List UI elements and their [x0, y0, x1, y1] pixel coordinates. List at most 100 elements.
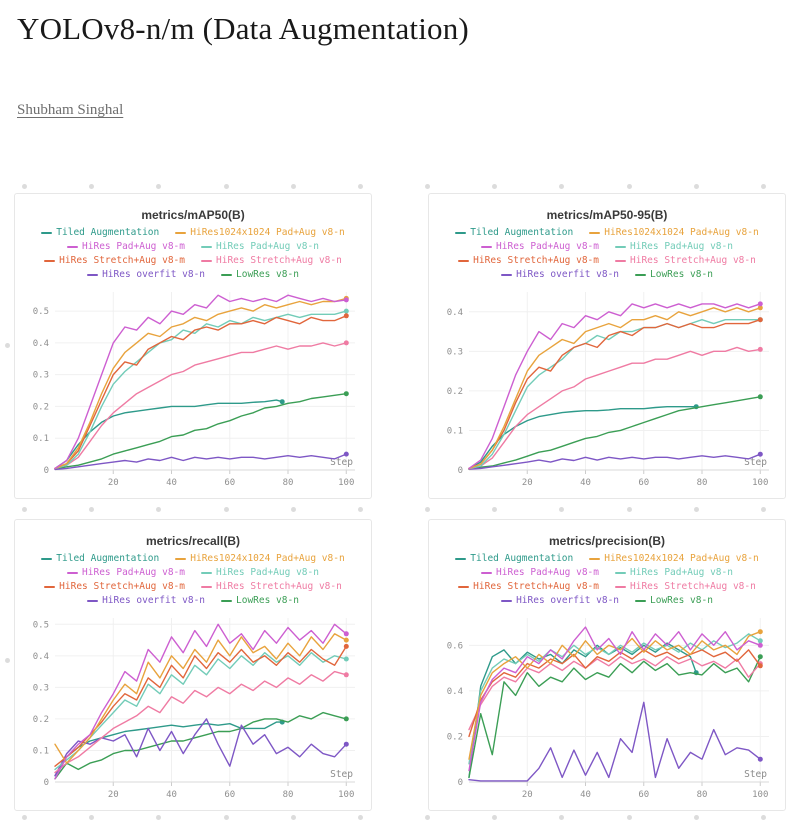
grid-handle-dot[interactable] — [559, 506, 565, 512]
grid-handle-dot[interactable] — [357, 183, 363, 189]
legend-item[interactable]: Tiled Augmentation — [455, 226, 573, 240]
legend-item[interactable]: HiRes Stretch+Aug v8-m — [458, 254, 599, 268]
grid-handle-dot[interactable] — [22, 183, 27, 189]
legend-item[interactable]: LowRes v8-n — [221, 268, 299, 282]
legend-item[interactable]: HiRes Pad+Aug v8-m — [67, 566, 185, 580]
legend-line-icon — [615, 259, 626, 263]
grid-handle-dot[interactable] — [22, 814, 27, 820]
legend-item[interactable]: HiRes Pad+Aug v8-n — [201, 240, 319, 254]
grid-handle-dot[interactable] — [5, 658, 10, 663]
legend-item[interactable]: HiRes1024x1024 Pad+Aug v8-n — [589, 552, 759, 566]
legend-line-icon — [455, 231, 467, 235]
chart-legend: Tiled Augmentation HiRes1024x1024 Pad+Aug… — [433, 552, 781, 608]
legend-item[interactable]: HiRes overfit v8-n — [501, 268, 619, 282]
grid-handle-dot[interactable] — [760, 506, 766, 512]
legend-item[interactable]: Tiled Augmentation — [41, 226, 159, 240]
grid-handle-dot[interactable] — [626, 183, 632, 189]
legend-item[interactable]: HiRes overfit v8-n — [87, 594, 205, 608]
legend-item[interactable]: HiRes Stretch+Aug v8-n — [615, 254, 756, 268]
legend-item[interactable]: HiRes1024x1024 Pad+Aug v8-n — [175, 226, 345, 240]
grid-handle-dot[interactable] — [693, 183, 699, 189]
grid-handle-dot[interactable] — [156, 814, 162, 820]
grid-handle-dot[interactable] — [693, 506, 699, 512]
chart-canvas-recall[interactable]: 20 40 60 80 100 0 0.1 0.2 0.3 0.4 0.5 Step — [21, 610, 365, 808]
legend-line-icon — [589, 231, 601, 235]
panel-map50[interactable]: metrics/mAP50(B) Tiled Augmentation HiRes… — [14, 193, 372, 499]
chart-canvas-map50-95[interactable]: 20 40 60 80 100 0 0.1 0.2 0.3 0.4 Step — [435, 284, 779, 496]
legend-label: Tiled Augmentation — [470, 553, 574, 564]
panel-grid-handle-row — [22, 183, 766, 189]
legend-item[interactable]: HiRes Pad+Aug v8-m — [67, 240, 185, 254]
grid-handle-dot[interactable] — [492, 814, 498, 820]
legend-label: HiRes Pad+Aug v8-n — [630, 567, 733, 578]
svg-text:0: 0 — [44, 778, 49, 788]
legend-item[interactable]: HiRes Stretch+Aug v8-m — [458, 580, 599, 594]
chart-title: metrics/mAP50-95(B) — [546, 208, 668, 222]
grid-handle-dot[interactable] — [425, 814, 431, 820]
legend-item[interactable]: HiRes overfit v8-n — [87, 268, 205, 282]
grid-handle-dot[interactable] — [290, 183, 296, 189]
chart-canvas-precision[interactable]: 20 40 60 80 100 0 0.2 0.4 0.6 Step — [435, 610, 779, 808]
grid-handle-dot[interactable] — [760, 814, 766, 820]
legend-line-icon — [501, 599, 513, 603]
legend-item[interactable]: HiRes1024x1024 Pad+Aug v8-n — [589, 226, 759, 240]
grid-handle-dot[interactable] — [559, 183, 565, 189]
grid-handle-dot[interactable] — [156, 183, 162, 189]
legend-line-icon — [44, 585, 56, 589]
legend-item[interactable]: HiRes Stretch+Aug v8-n — [201, 580, 342, 594]
svg-text:40: 40 — [580, 478, 591, 488]
legend-line-icon — [201, 259, 212, 263]
legend-item[interactable]: HiRes Pad+Aug v8-n — [615, 240, 733, 254]
legend-item[interactable]: LowRes v8-n — [221, 594, 299, 608]
grid-handle-dot[interactable] — [5, 343, 10, 348]
legend-item[interactable]: HiRes1024x1024 Pad+Aug v8-n — [175, 552, 345, 566]
grid-handle-dot[interactable] — [492, 183, 498, 189]
legend-item[interactable]: HiRes Stretch+Aug v8-m — [44, 254, 185, 268]
grid-handle-dot[interactable] — [89, 506, 95, 512]
legend-item[interactable]: HiRes Stretch+Aug v8-n — [201, 254, 342, 268]
legend-item[interactable]: HiRes Pad+Aug v8-n — [201, 566, 319, 580]
grid-handle-dot[interactable] — [223, 814, 229, 820]
grid-handle-dot[interactable] — [89, 814, 95, 820]
grid-handle-dot[interactable] — [492, 506, 498, 512]
legend-item[interactable]: HiRes Pad+Aug v8-n — [615, 566, 733, 580]
grid-handle-dot[interactable] — [760, 183, 766, 189]
chart-canvas-map50[interactable]: 20 40 60 80 100 0 0.1 0.2 0.3 0.4 0.5 Step — [21, 284, 365, 496]
grid-handle-dot[interactable] — [290, 814, 296, 820]
legend-label: HiRes Pad+Aug v8-m — [82, 241, 185, 252]
panel-map50-95[interactable]: metrics/mAP50-95(B) Tiled Augmentation Hi… — [428, 193, 786, 499]
panel-recall[interactable]: metrics/recall(B) Tiled Augmentation HiRe… — [14, 519, 372, 811]
grid-handle-dot[interactable] — [290, 506, 296, 512]
grid-handle-dot[interactable] — [223, 183, 229, 189]
legend-item[interactable]: HiRes overfit v8-n — [501, 594, 619, 608]
grid-handle-dot[interactable] — [425, 183, 431, 189]
grid-handle-dot[interactable] — [357, 814, 363, 820]
legend-item[interactable]: Tiled Augmentation — [455, 552, 573, 566]
legend-label: HiRes Stretch+Aug v8-n — [630, 581, 756, 592]
grid-handle-dot[interactable] — [22, 506, 27, 512]
legend-label: HiRes overfit v8-n — [516, 595, 620, 606]
legend-item[interactable]: HiRes Stretch+Aug v8-n — [615, 580, 756, 594]
grid-handle-dot[interactable] — [357, 506, 363, 512]
legend-item[interactable]: Tiled Augmentation — [41, 552, 159, 566]
grid-handle-dot[interactable] — [223, 506, 229, 512]
grid-handle-dot[interactable] — [626, 814, 632, 820]
chart-legend: Tiled Augmentation HiRes1024x1024 Pad+Aug… — [19, 552, 367, 608]
grid-handle-dot[interactable] — [693, 814, 699, 820]
legend-item[interactable]: HiRes Pad+Aug v8-m — [481, 240, 599, 254]
grid-handle-dot[interactable] — [626, 506, 632, 512]
panel-precision[interactable]: metrics/precision(B) Tiled Augmentation H… — [428, 519, 786, 811]
svg-text:20: 20 — [108, 790, 119, 800]
legend-item[interactable]: HiRes Stretch+Aug v8-m — [44, 580, 185, 594]
grid-handle-dot[interactable] — [425, 506, 431, 512]
legend-label: HiRes Pad+Aug v8-m — [496, 567, 599, 578]
grid-handle-dot[interactable] — [89, 183, 95, 189]
grid-handle-dot[interactable] — [559, 814, 565, 820]
legend-item[interactable]: LowRes v8-n — [635, 594, 713, 608]
page-title: YOLOv8-n/m (Data Augmentation) — [17, 11, 469, 46]
author-link[interactable]: Shubham Singhal — [17, 101, 124, 118]
svg-text:0.5: 0.5 — [33, 620, 49, 630]
legend-item[interactable]: HiRes Pad+Aug v8-m — [481, 566, 599, 580]
grid-handle-dot[interactable] — [156, 506, 162, 512]
legend-item[interactable]: LowRes v8-n — [635, 268, 713, 282]
